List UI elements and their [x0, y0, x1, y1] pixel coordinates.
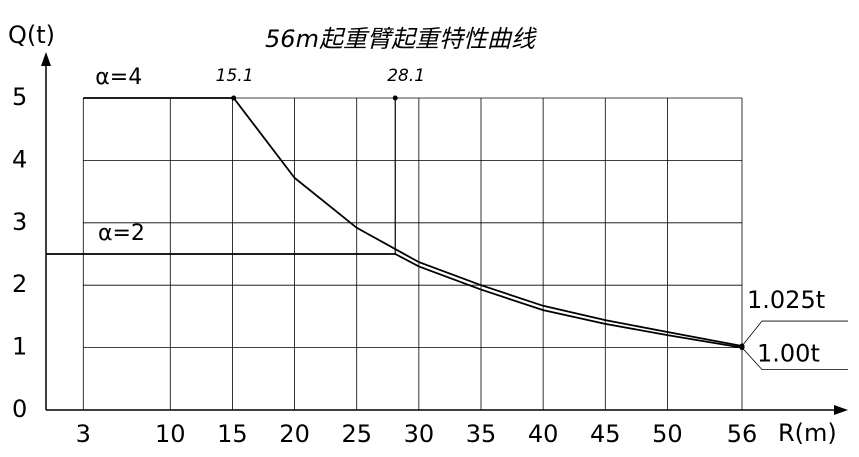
point [231, 95, 237, 101]
x-tick-label: 30 [404, 420, 435, 448]
x-tick-label: 10 [155, 420, 186, 448]
y-tick-label: 5 [12, 83, 27, 111]
x-tick-label: 20 [279, 420, 310, 448]
y-tick-label: 4 [12, 145, 27, 173]
line [83, 97, 743, 347]
y-axis-label: Q(t) [8, 21, 55, 49]
x-tick-label: 45 [590, 420, 621, 448]
x-axis-arrow [834, 405, 848, 415]
y-tick-label: 2 [12, 270, 27, 298]
x-tick-label: 3 [76, 420, 91, 448]
y-tick-label: 0 [12, 395, 27, 423]
annotation: 15.1 [216, 66, 254, 86]
x-axis-label: R(m) [778, 419, 837, 447]
point [392, 95, 398, 101]
x-tick-label: 50 [652, 420, 683, 448]
x-tick-label: 25 [341, 420, 372, 448]
y-axis-arrow [41, 52, 51, 66]
series-label: α=4 [95, 65, 142, 90]
annotation: 28.1 [387, 66, 425, 86]
x-tick-label: 15 [217, 420, 248, 448]
leader-line [741, 320, 848, 347]
leader-line [741, 347, 848, 371]
annotation: 1.025t [747, 286, 825, 314]
x-tick-label: 35 [466, 420, 497, 448]
annotation: 1.00t [757, 340, 820, 368]
y-tick-label: 3 [12, 208, 27, 236]
y-tick-label: 1 [12, 333, 27, 361]
line [46, 253, 743, 349]
chart-title: 56m起重臂起重特性曲线 [265, 25, 537, 53]
x-tick-label: 40 [528, 420, 559, 448]
series-label: α=2 [98, 221, 145, 246]
x-tick-label: 56 [727, 420, 758, 448]
